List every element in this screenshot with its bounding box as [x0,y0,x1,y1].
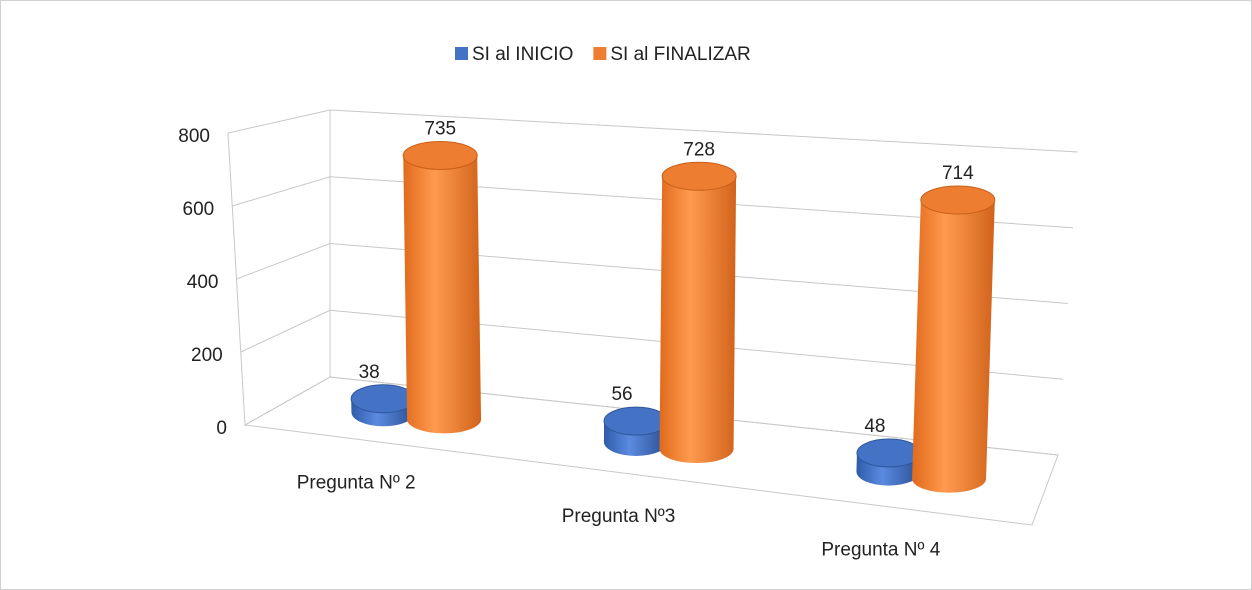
cylinder [659,161,737,464]
cylinder-top [920,185,996,215]
cylinder [402,140,482,434]
cylinder-body [659,176,737,464]
grid-line [227,109,331,134]
cylinder [856,438,922,486]
value-label: 38 [359,362,380,383]
grid-line [244,376,331,426]
grid-line [232,176,331,207]
x-tick-label: Pregunta Nº 2 [297,473,416,494]
cylinder-top [661,161,737,191]
cylinder [912,185,996,493]
y-tick-label: 0 [216,418,227,439]
y-tick-label: 400 [187,272,219,293]
cylinder [603,406,669,456]
cylinder [350,384,416,427]
grid-line [329,109,1079,153]
legend-swatch [455,47,468,60]
legend-label: SI al INICIO [472,44,573,65]
y-tick-label: 600 [183,199,215,220]
value-label: 735 [424,118,456,139]
grid-line [236,243,331,280]
cylinder-body [403,155,482,434]
value-label: 714 [942,163,974,184]
y-tick-label: 200 [191,345,223,366]
grid-line [240,309,331,353]
x-tick-label: Pregunta Nº 4 [821,539,940,560]
x-tick-label: Pregunta Nº3 [562,506,676,527]
y-tick-label: 800 [178,126,210,147]
value-label: 728 [683,139,715,160]
cylinder-body [912,200,995,493]
cylinder-top [350,384,416,414]
legend-label: SI al FINALIZAR [610,44,750,65]
value-label: 48 [864,416,885,437]
cylinder-top [603,406,669,436]
value-label: 56 [611,384,632,405]
cylinder-top [856,438,922,468]
legend-swatch [593,47,607,60]
cylinder-top [402,140,478,170]
